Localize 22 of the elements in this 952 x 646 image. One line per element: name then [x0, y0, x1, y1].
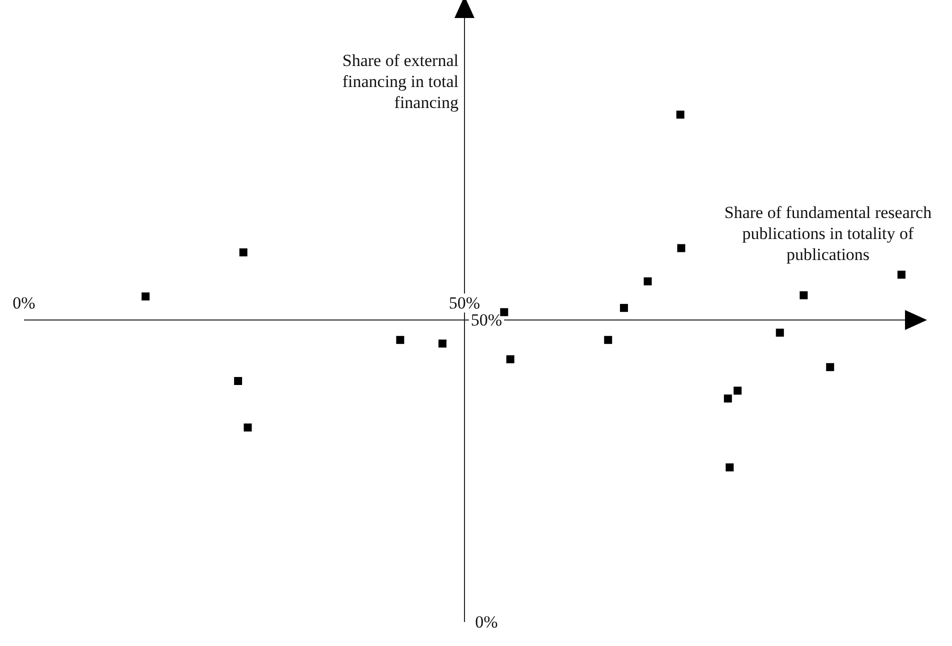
- point: [897, 270, 906, 279]
- point: [677, 244, 686, 252]
- point: [506, 355, 514, 364]
- point: [620, 304, 628, 312]
- point: [396, 336, 404, 344]
- point: [142, 292, 150, 300]
- point: [234, 377, 242, 386]
- point: [776, 328, 784, 337]
- point: [500, 308, 508, 316]
- point: [676, 110, 684, 119]
- point: [438, 340, 446, 348]
- point: [826, 363, 834, 372]
- y-axis-title: Share of external financing in total financing: [342, 51, 459, 112]
- point: [604, 336, 612, 344]
- x-axis-title: Share of fundamental research publications in totality of publications: [724, 203, 932, 264]
- point: [724, 394, 732, 403]
- point: [644, 277, 652, 286]
- point: [726, 463, 734, 472]
- point: [800, 291, 808, 300]
- point: [239, 248, 248, 256]
- point: [734, 386, 742, 395]
- point: [244, 424, 252, 432]
